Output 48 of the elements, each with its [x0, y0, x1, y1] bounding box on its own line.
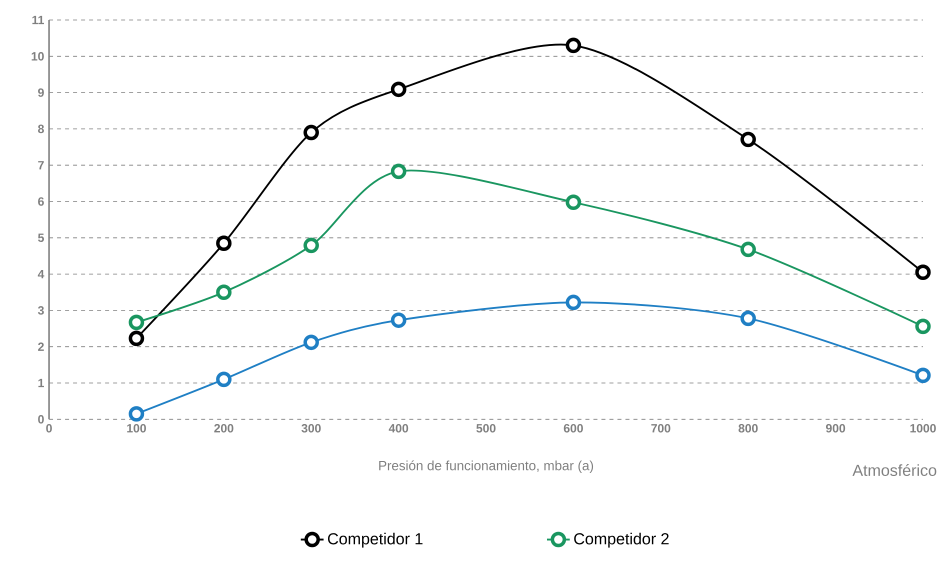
- legend-label: Competidor 2: [574, 532, 669, 548]
- point: [216, 235, 232, 251]
- y-tick-label: 9: [38, 88, 44, 97]
- y-tick-label: 7: [38, 160, 44, 170]
- point: [303, 124, 319, 140]
- y-tick-label: 0: [38, 414, 44, 424]
- x-tick-label: 200: [214, 424, 234, 432]
- point: [128, 330, 144, 346]
- point: [216, 371, 232, 387]
- x-tick-label: 300: [301, 424, 321, 432]
- point: [566, 37, 582, 53]
- y-tick-label: 5: [38, 233, 44, 242]
- x-tick-label: 0: [46, 424, 52, 432]
- point: [915, 367, 931, 383]
- x-tick-label: 900: [826, 424, 846, 432]
- point: [303, 237, 319, 253]
- y-tick-label: 1: [38, 378, 44, 387]
- point: [740, 241, 756, 257]
- point: [740, 132, 756, 147]
- point: [566, 194, 582, 210]
- x-tick-label: 800: [738, 424, 758, 432]
- point: [915, 318, 931, 334]
- point: [216, 284, 232, 300]
- y-tick-label: 6: [38, 197, 44, 206]
- x-tick-label: 400: [388, 424, 408, 432]
- y-tick-label: 8: [38, 124, 44, 133]
- text: Atmosférico: [852, 464, 936, 476]
- y-tick-label: 3: [38, 306, 44, 314]
- x-tick-label: 500: [476, 424, 496, 432]
- x-tick-label: 100: [127, 424, 146, 432]
- x-tick-label: 600: [564, 424, 583, 432]
- point: [128, 406, 144, 422]
- point: [390, 163, 406, 179]
- x-tick-label: 700: [651, 424, 670, 432]
- point: [740, 310, 756, 326]
- x-axis-title: Presión de funcionamiento, mbar (a): [379, 460, 594, 473]
- legend-label: Competidor 1: [328, 532, 422, 548]
- y-tick-label: 2: [38, 342, 44, 351]
- y-tick-label: 10: [32, 52, 44, 60]
- point: [566, 294, 582, 310]
- x-tick-label: 1000: [910, 424, 936, 432]
- y-tick-label: 11: [32, 16, 44, 24]
- point: [390, 312, 406, 328]
- point: [128, 314, 144, 330]
- y-tick-label: 4: [38, 270, 44, 278]
- point: [303, 334, 319, 350]
- point: [390, 81, 406, 97]
- point: [915, 264, 931, 280]
